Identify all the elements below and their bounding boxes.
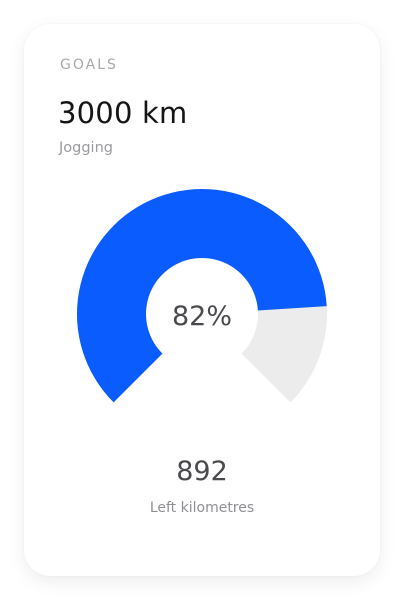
progress-percent: 82% — [172, 301, 232, 332]
section-label: GOALS — [60, 57, 118, 73]
progress-gauge: 82% — [76, 188, 327, 403]
goal-activity-label: Jogging — [59, 140, 113, 156]
goal-target-value: 3000 km — [58, 96, 188, 130]
goals-card: GOALS 3000 km Jogging 82% 892 Left kilom… — [24, 24, 380, 576]
gauge-progress — [76, 188, 327, 403]
remaining-value: 892 — [176, 456, 228, 487]
remaining-label: Left kilometres — [149, 500, 255, 516]
